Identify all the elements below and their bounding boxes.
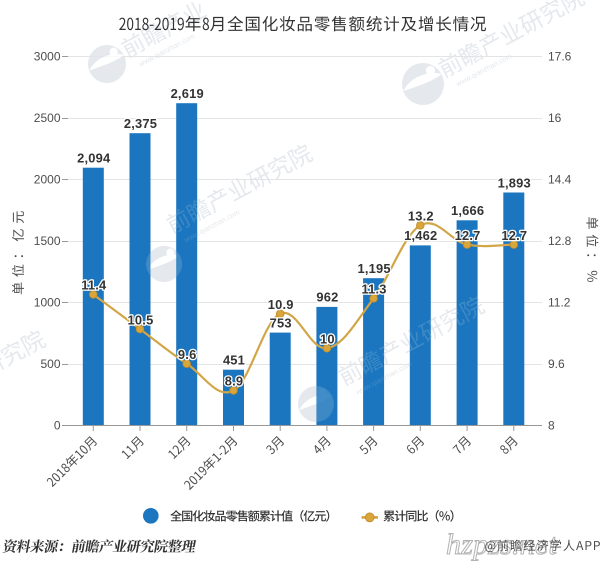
svg-text:9.6: 9.6 bbox=[548, 357, 565, 371]
svg-text:9.6: 9.6 bbox=[178, 347, 197, 362]
svg-text:1,195: 1,195 bbox=[357, 261, 390, 276]
svg-text:11.3: 11.3 bbox=[362, 282, 387, 297]
svg-text:753: 753 bbox=[270, 315, 292, 330]
svg-text:2000: 2000 bbox=[34, 173, 61, 187]
svg-text:10: 10 bbox=[320, 332, 335, 347]
svg-text:2,375: 2,375 bbox=[124, 116, 157, 131]
svg-text:12.8: 12.8 bbox=[548, 234, 572, 248]
svg-text:2,094: 2,094 bbox=[77, 151, 111, 166]
svg-text:2,619: 2,619 bbox=[171, 86, 204, 101]
svg-text:12.7: 12.7 bbox=[501, 228, 527, 243]
svg-text:8: 8 bbox=[548, 418, 555, 432]
svg-text:11.2: 11.2 bbox=[548, 295, 571, 309]
svg-text:1,666: 1,666 bbox=[451, 203, 484, 218]
svg-text:962: 962 bbox=[316, 290, 338, 305]
svg-text:10.9: 10.9 bbox=[268, 297, 294, 312]
svg-text:2500: 2500 bbox=[34, 111, 61, 125]
svg-text:1,462: 1,462 bbox=[404, 228, 437, 243]
svg-text:17.6: 17.6 bbox=[548, 50, 572, 64]
svg-text:1000: 1000 bbox=[34, 295, 61, 309]
svg-text:3000: 3000 bbox=[34, 50, 61, 64]
svg-text:hzpzs.net: hzpzs.net bbox=[446, 528, 557, 561]
svg-text:16: 16 bbox=[548, 111, 562, 125]
svg-text:8.9: 8.9 bbox=[225, 374, 244, 389]
svg-text:13.2: 13.2 bbox=[408, 209, 434, 224]
svg-text:14.4: 14.4 bbox=[548, 173, 572, 187]
svg-text:1,893: 1,893 bbox=[498, 175, 531, 190]
svg-text:0: 0 bbox=[54, 418, 61, 432]
svg-text:12.7: 12.7 bbox=[455, 228, 481, 243]
svg-text:1500: 1500 bbox=[34, 234, 61, 248]
svg-text:11.4: 11.4 bbox=[81, 278, 107, 293]
svg-text:10.5: 10.5 bbox=[128, 312, 154, 327]
svg-text:451: 451 bbox=[223, 353, 245, 368]
svg-text:500: 500 bbox=[40, 357, 60, 371]
